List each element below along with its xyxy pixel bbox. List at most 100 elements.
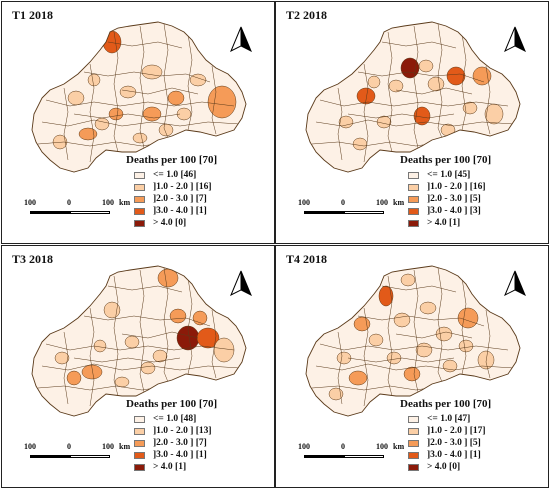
legend-swatch [134, 207, 145, 215]
scale-unit: km [393, 442, 405, 451]
district-region [67, 90, 85, 106]
district-boundary [387, 31, 393, 153]
district-boundary [485, 65, 491, 135]
map-legend: Deaths per 100 [70] <= 1.0 [48]]1.0 - 2.0… [126, 398, 274, 473]
scale-label-right: 100 [102, 198, 114, 207]
legend-entry: ]3.0 - 4.0 ] [1] [126, 205, 274, 217]
district-region [141, 64, 163, 80]
district-boundary [41, 363, 241, 371]
map-panel: T4 2018 Deaths per 100 [70] <= 1.0 [47] ]1.… [275, 245, 549, 488]
legend-title: Deaths per 100 [70] [400, 154, 492, 166]
district-boundary [363, 307, 369, 407]
legend-swatch [408, 195, 419, 203]
legend-entry: ]1.0 - 2.0 ] [17] [400, 425, 548, 437]
legend-entry: ]2.0 - 3.0 ] [5] [400, 437, 548, 449]
legend-label: > 4.0 [1] [427, 218, 461, 228]
panel-title: T2 2018 [286, 8, 328, 22]
legend-label: ]3.0 - 4.0 ] [1] [153, 450, 207, 460]
district-boundary [73, 357, 181, 363]
district-boundary [139, 269, 145, 393]
scale-bar: 100 0 100 km [298, 198, 404, 220]
legend-entry: > 4.0 [1] [400, 217, 548, 229]
scale-label-zero: 0 [341, 198, 345, 207]
scale-bar: 100 0 100 km [298, 442, 405, 464]
district-boundary [45, 99, 235, 107]
district-boundary [357, 71, 485, 83]
district-region [54, 351, 70, 365]
district-boundary [363, 63, 369, 163]
district-region [403, 366, 421, 382]
legend-entry: ]1.0 - 2.0 ] [16] [126, 181, 274, 193]
north-arrow-icon [230, 26, 252, 52]
legend-label: > 4.0 [0] [153, 218, 187, 228]
legend-swatch [134, 183, 145, 191]
legend-entry: ]2.0 - 3.0 ] [5] [400, 193, 548, 205]
district-region [108, 107, 124, 121]
district-region [462, 101, 478, 115]
district-boundary [485, 309, 491, 379]
country-base [306, 22, 520, 172]
scale-bar-graphic [30, 211, 110, 214]
district-boundary [113, 31, 119, 153]
scale-label-left: 100 [24, 442, 36, 451]
district-boundary [319, 99, 509, 107]
district-region [348, 370, 368, 386]
map-legend: Deaths per 100 [70] <= 1.0 [46]]1.0 - 2.0… [126, 154, 274, 229]
district-region [368, 333, 384, 347]
district-region [114, 376, 130, 388]
district-boundary [437, 23, 443, 139]
district-boundary [139, 25, 145, 149]
legend-swatch [134, 427, 145, 435]
district-region [132, 132, 148, 144]
legend-label: ]3.0 - 4.0 ] [1] [153, 206, 207, 216]
district-region [213, 337, 235, 363]
scale-bar-graphic [304, 455, 384, 458]
scale-label-right: 100 [376, 442, 388, 451]
district-region [356, 87, 376, 105]
district-region [352, 137, 368, 151]
district-boundary [381, 41, 457, 49]
legend-swatch [408, 415, 419, 423]
scale-label-zero: 0 [67, 442, 71, 451]
district-boundary [395, 87, 473, 95]
district-region [442, 359, 458, 373]
choropleth-map [305, 265, 521, 417]
district-region [338, 115, 354, 129]
legend-label: ]1.0 - 2.0 ] [17] [427, 426, 486, 436]
district-boundary [413, 269, 419, 393]
district-region [207, 85, 237, 119]
legend-entry: > 4.0 [1] [126, 461, 274, 473]
legend-swatch [134, 195, 145, 203]
scale-bar: 100 0 100 km [24, 198, 130, 220]
legend-swatch [408, 439, 419, 447]
district-boundary [395, 331, 473, 339]
district-boundary [347, 113, 455, 119]
district-region [415, 342, 433, 358]
district-boundary [211, 65, 217, 135]
legend-swatch [134, 463, 145, 471]
district-region [66, 370, 82, 386]
district-boundary [113, 275, 119, 397]
district-boundary [163, 267, 169, 383]
legend-swatch [408, 463, 419, 471]
legend-label: <= 1.0 [47] [427, 414, 471, 424]
scale-bar-graphic [30, 455, 110, 458]
district-boundary [121, 331, 199, 339]
panel-title: T3 2018 [12, 252, 54, 266]
district-region [158, 123, 174, 137]
map-legend: Deaths per 100 [70] <= 1.0 [47] ]1.0 - 2.0… [400, 398, 548, 473]
district-region [376, 115, 392, 129]
district-boundary [337, 87, 343, 161]
north-arrow-icon [504, 270, 526, 296]
choropleth-map [31, 265, 247, 417]
country-outline [305, 265, 521, 417]
scale-label-right: 100 [376, 198, 388, 207]
panel-title: T4 2018 [286, 252, 328, 266]
legend-swatch [408, 427, 419, 435]
district-boundary [461, 277, 467, 375]
legend-swatch [408, 219, 419, 227]
district-boundary [187, 33, 193, 131]
district-boundary [107, 285, 183, 293]
legend-title: Deaths per 100 [70] [400, 398, 492, 410]
scale-label-left: 100 [24, 198, 36, 207]
